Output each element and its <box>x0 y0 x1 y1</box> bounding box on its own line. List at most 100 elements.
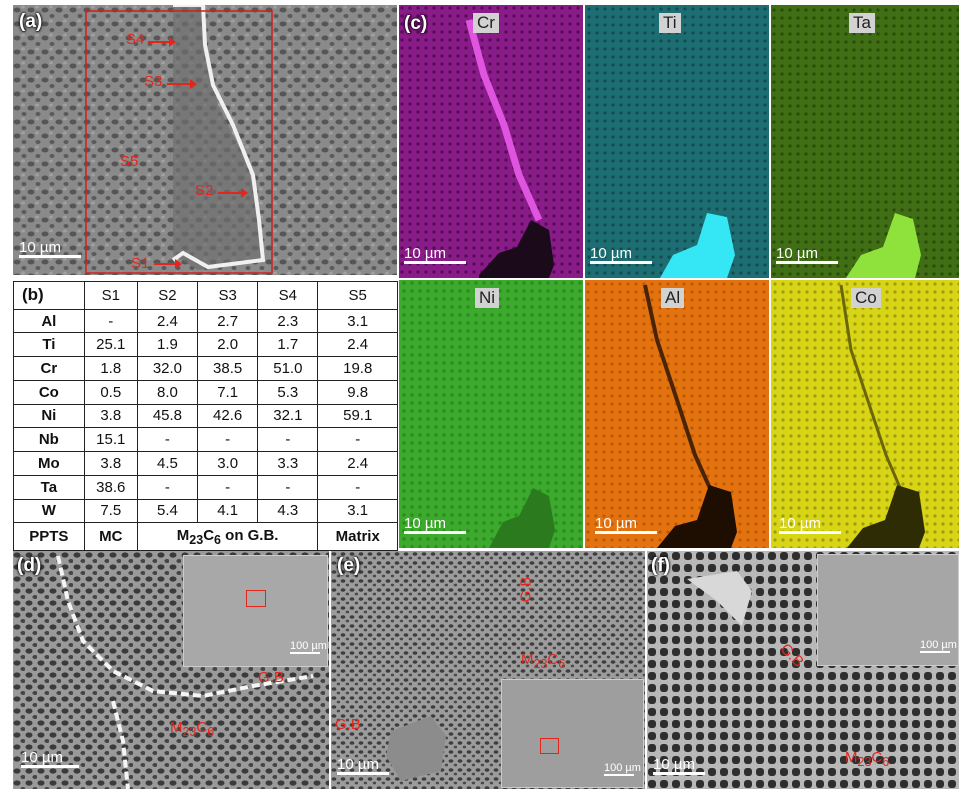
scale-line-e-inset <box>604 774 634 776</box>
table-row: Mo 3.8 4.5 3.0 3.3 2.4 <box>13 451 398 476</box>
panel-a-micrograph <box>13 5 397 275</box>
element-tag-al: Al <box>661 288 685 308</box>
table-cell: 7.1 <box>197 379 259 405</box>
scale-line-al <box>595 531 657 534</box>
table-cell: 3.8 <box>83 451 138 476</box>
element-tag-cr: Cr <box>473 13 499 33</box>
label-gb-d: G.B <box>258 669 284 686</box>
table-row: Ta 38.6 - - - - <box>13 474 398 500</box>
table-footer-row: PPTS MC M23C6 on G.B. Matrix <box>13 522 398 551</box>
table-cell: - <box>257 427 319 453</box>
table-header-cell: S4 <box>257 281 319 310</box>
table-cell: 32.0 <box>136 356 199 381</box>
footer-on-gb: on G.B. <box>220 526 279 544</box>
panel-f-label: (f) <box>651 555 670 576</box>
table-cell: Al <box>13 308 85 334</box>
table-cell: 5.4 <box>136 498 199 524</box>
table-cell: 0.5 <box>83 379 138 405</box>
scale-label-e-inset: 100 µm <box>604 762 641 774</box>
table-cell: Mo <box>13 451 85 476</box>
scale-label-e: 10 µm <box>337 756 379 773</box>
label-s5: S5 <box>120 153 139 170</box>
scale-label-ta: 10 µm <box>776 245 818 262</box>
arrow-s4 <box>148 37 176 47</box>
table-cell: Nb <box>13 427 85 453</box>
scale-bar-ti: 10 µm <box>590 245 652 264</box>
scale-label-a: 10 µm <box>19 239 61 256</box>
m23c6-e-sub6: 6 <box>558 657 566 671</box>
table-footer-cell: MC <box>83 522 138 551</box>
table-cell: 2.3 <box>257 308 319 334</box>
table-cell: 19.8 <box>317 356 398 381</box>
scale-line-ti <box>590 261 652 264</box>
scale-line-d-inset <box>290 652 320 654</box>
panel-f-inset: 100 µm <box>817 554 959 666</box>
table-cell: Ti <box>13 332 85 358</box>
footer-sub-23: 23 <box>189 532 204 547</box>
scale-bar-e: 10 µm <box>337 756 389 775</box>
table-cell: Ni <box>13 403 85 429</box>
table-cell: 1.9 <box>136 332 199 358</box>
cr-map-texture <box>399 5 583 278</box>
scale-line-f-inset <box>920 651 950 653</box>
panel-e-inset: 100 µm <box>501 679 644 788</box>
table-cell: - <box>83 308 138 334</box>
panel-f-sem-image: 100 µm (f) G.B M23C6 10 µm <box>647 551 959 789</box>
panel-d-sem-image: 100 µm (d) G.B M23C6 10 µm <box>13 551 329 789</box>
table-cell: 2.0 <box>197 332 259 358</box>
scale-label-ni: 10 µm <box>404 515 446 532</box>
table-cell: 3.1 <box>317 308 398 334</box>
table-cell: 15.1 <box>83 427 138 453</box>
ni-map-texture <box>399 280 583 548</box>
footer-c: C <box>203 526 215 544</box>
element-tag-co: Co <box>851 288 881 308</box>
footer-sub-6: 6 <box>214 532 221 547</box>
table-cell: 38.5 <box>197 356 259 381</box>
scale-bar-e-inset: 100 µm <box>604 762 641 776</box>
label-s4: S4 <box>126 31 145 48</box>
scale-line-cr <box>404 261 466 264</box>
table-header-cell: S3 <box>197 281 259 310</box>
scale-line-a <box>19 255 81 258</box>
footer-m: M <box>176 526 190 544</box>
panel-c-map-ni: Ni 10 µm <box>399 280 583 548</box>
table-cell: 2.4 <box>136 308 199 334</box>
m23c6-d-c: C <box>196 719 208 736</box>
table-cell: - <box>257 474 319 500</box>
panel-c-map-ti: Ti 10 µm <box>585 5 769 278</box>
ta-map-texture <box>771 5 959 278</box>
table-cell: Co <box>13 379 85 405</box>
table-cell: 38.6 <box>83 474 138 500</box>
table-header-cell: (b) <box>13 281 85 310</box>
m23c6-d-m: M <box>170 719 183 736</box>
table-cell: - <box>197 474 259 500</box>
table-cell: 7.5 <box>83 498 138 524</box>
scale-label-co: 10 µm <box>779 515 821 532</box>
panel-c-map-ta: Ta 10 µm <box>771 5 959 278</box>
table-cell: 51.0 <box>257 356 319 381</box>
table-cell: 3.0 <box>197 451 259 476</box>
arrow-s1 <box>154 259 182 269</box>
label-m23c6-d: M23C6 <box>170 719 214 739</box>
panel-c-map-co: Co 10 µm <box>771 280 959 548</box>
label-s2: S2 <box>195 182 214 199</box>
panel-a-sem-image: (a) S4 S3 S5 S2 S1 10 µm <box>13 5 397 275</box>
table-header-cell: S2 <box>136 281 199 310</box>
scale-bar-f-inset: 100 µm <box>920 639 957 653</box>
panel-d-inset-roi <box>246 590 266 607</box>
scale-line-ni <box>404 531 466 534</box>
table-cell: - <box>317 427 398 453</box>
table-cell: 5.3 <box>257 379 319 405</box>
table-cell: 2.4 <box>317 451 398 476</box>
scale-line-e <box>337 772 389 775</box>
scale-bar-d-inset: 100 µm <box>290 640 327 654</box>
table-cell: 3.1 <box>317 498 398 524</box>
table-cell: 4.1 <box>197 498 259 524</box>
scale-line-f <box>653 772 705 775</box>
scale-bar-co: 10 µm <box>779 515 841 534</box>
table-cell: Ta <box>13 474 85 500</box>
scale-label-f-inset: 100 µm <box>920 639 957 651</box>
table-cell: 9.8 <box>317 379 398 405</box>
table-cell: W <box>13 498 85 524</box>
ti-map-texture <box>585 5 769 278</box>
